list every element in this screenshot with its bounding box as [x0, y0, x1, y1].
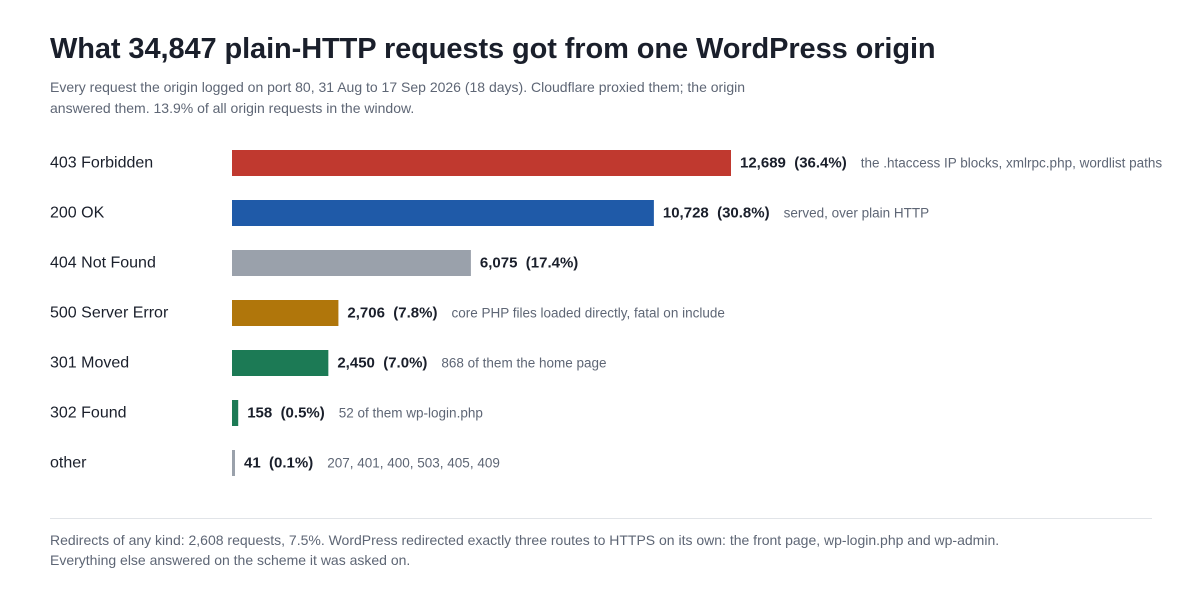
value-label-403-forbidden: 12,689 (36.4%)	[740, 155, 847, 172]
annotation-200-ok: served, over plain HTTP	[784, 206, 930, 221]
value-label-404-not-found: 6,075 (17.4%)	[480, 255, 578, 272]
footnote: Redirects of any kind: 2,608 requests, 7…	[50, 530, 1150, 570]
value-label-301-moved: 2,450 (7.0%)	[337, 355, 427, 372]
bar-other	[232, 450, 235, 476]
annotation-301-moved: 868 of them the home page	[441, 356, 606, 371]
bar-404-not-found	[232, 250, 471, 276]
category-label-200-ok: 200 OK	[50, 205, 105, 222]
value-label-500-server-error: 2,706 (7.8%)	[347, 305, 437, 322]
footnote-line-1: Redirects of any kind: 2,608 requests, 7…	[50, 532, 1000, 548]
category-label-other: other	[50, 455, 87, 472]
category-label-302-found: 302 Found	[50, 405, 127, 422]
bar-403-forbidden	[232, 150, 731, 176]
category-label-404-not-found: 404 Not Found	[50, 255, 156, 272]
annotation-500-server-error: core PHP files loaded directly, fatal on…	[451, 306, 724, 321]
value-label-302-found: 158 (0.5%)	[247, 405, 325, 422]
footer-divider	[50, 518, 1152, 519]
bar-200-ok	[232, 200, 654, 226]
category-label-301-moved: 301 Moved	[50, 355, 129, 372]
footnote-line-2: Everything else answered on the scheme i…	[50, 552, 411, 568]
bar-302-found	[232, 400, 239, 426]
chart-title: What 34,847 plain-HTTP requests got from…	[50, 33, 936, 65]
bar-500-server-error	[232, 300, 339, 326]
value-label-other: 41 (0.1%)	[244, 455, 313, 472]
annotation-403-forbidden: the .htaccess IP blocks, xmlrpc.php, wor…	[861, 156, 1163, 171]
annotation-other: 207, 401, 400, 503, 405, 409	[327, 456, 500, 471]
chart-subtitle: Every request the origin logged on port …	[50, 79, 745, 116]
category-label-500-server-error: 500 Server Error	[50, 305, 169, 322]
value-label-200-ok: 10,728 (30.8%)	[663, 205, 770, 222]
annotation-302-found: 52 of them wp-login.php	[339, 406, 483, 421]
category-label-403-forbidden: 403 Forbidden	[50, 155, 153, 172]
bar-301-moved	[232, 350, 329, 376]
